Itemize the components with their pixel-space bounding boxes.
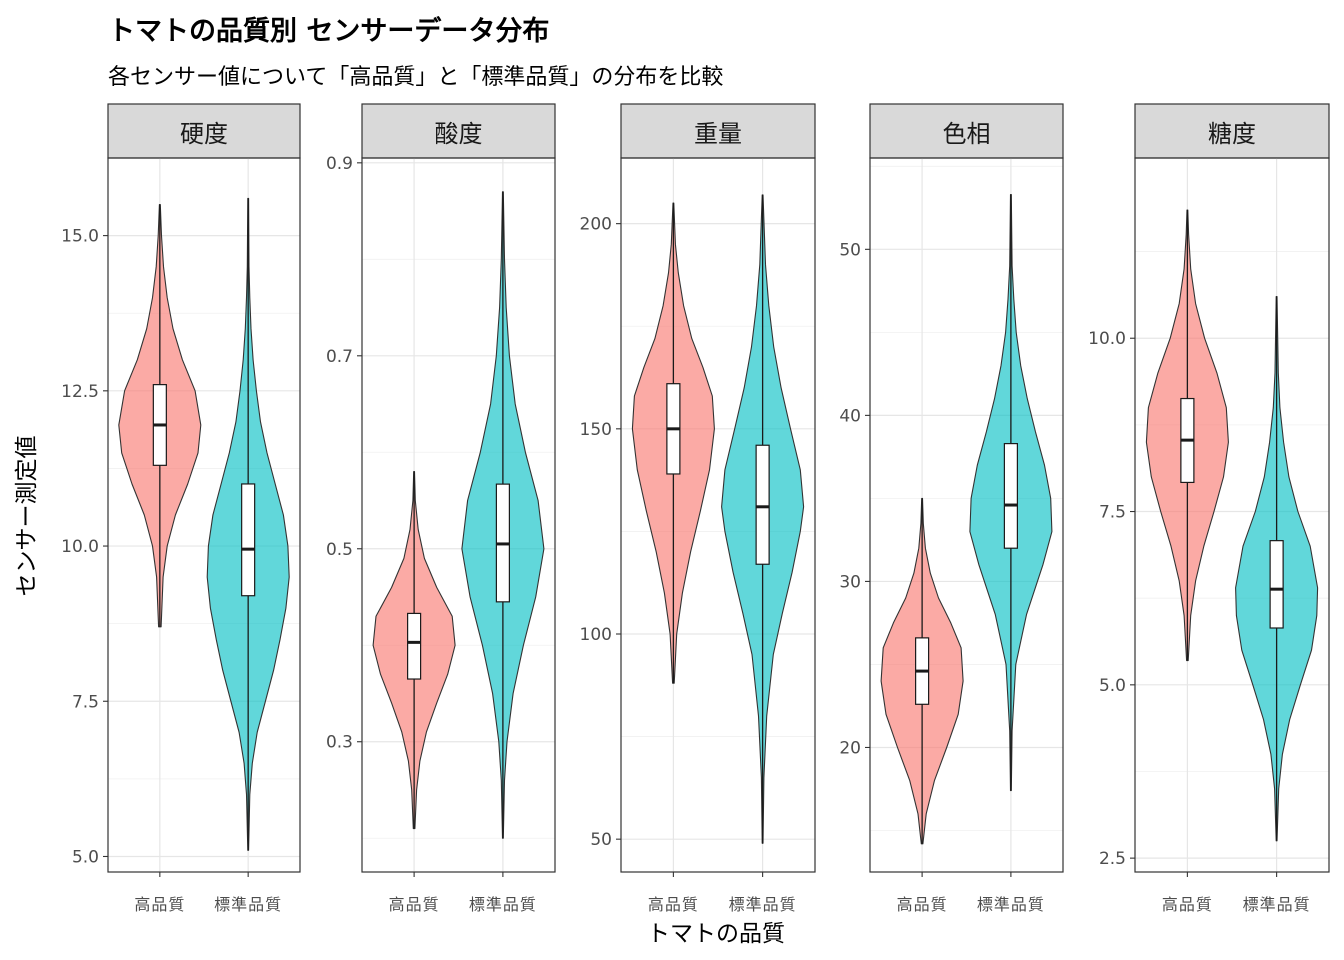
facet-strip-label: 硬度 (180, 120, 228, 148)
box-1 (1003, 443, 1018, 549)
facet-strip (107, 103, 301, 159)
y-tick-label: 10.0 (1088, 329, 1126, 349)
y-tick-label: 100 (580, 625, 612, 645)
y-tick-label: 50 (590, 830, 612, 850)
box-1 (241, 483, 256, 597)
y-tick-label: 12.5 (61, 382, 99, 402)
x-tick-label: 標準品質 (1243, 895, 1311, 914)
y-tick-label: 15.0 (61, 227, 99, 247)
y-tick-label: 20 (839, 738, 861, 758)
box-1 (1269, 540, 1284, 629)
facet-strip-label: 糖度 (1208, 120, 1256, 148)
panel-border (1134, 157, 1330, 873)
x-tick-label: 標準品質 (729, 895, 797, 914)
y-tick-label: 200 (580, 215, 612, 235)
y-axis-title: センサー測定値 (14, 436, 40, 597)
x-tick-label: 標準品質 (469, 895, 537, 914)
x-tick-label: 高品質 (389, 895, 440, 914)
facet-strip-label: 重量 (694, 120, 742, 148)
panel-border (361, 157, 556, 873)
y-tick-label: 150 (580, 420, 612, 440)
facet-panel-4: 糖度 2.5 5.0 7.5 10.0 高品質 標準品質 (1088, 103, 1330, 914)
x-axis-title: トマトの品質 (647, 921, 785, 947)
y-tick-label: 0.9 (326, 154, 353, 174)
facet-strip-label: 酸度 (435, 120, 483, 148)
chart-subtitle: 各センサー値について「高品質」と「標準品質」の分布を比較 (108, 65, 723, 90)
facet-strip (361, 103, 556, 159)
y-tick-label: 0.7 (326, 347, 353, 367)
chart-title: トマトの品質別 センサーデータ分布 (108, 15, 549, 47)
y-tick-label: 0.3 (326, 733, 353, 753)
facet-panel-2: 重量 50 100 150 200 高品質 標準品質 (580, 103, 816, 914)
facet-strip-label: 色相 (943, 120, 991, 148)
box-0 (407, 612, 422, 680)
y-tick-label: 50 (839, 240, 861, 260)
x-tick-label: 標準品質 (977, 895, 1045, 914)
box-1 (755, 444, 770, 565)
y-tick-label: 5.0 (72, 847, 99, 867)
y-tick-label: 30 (839, 572, 861, 592)
panel-border (620, 157, 816, 873)
x-tick-label: 高品質 (1162, 895, 1213, 914)
y-tick-label: 7.5 (1099, 503, 1126, 523)
y-tick-label: 40 (839, 406, 861, 426)
facet-strip (869, 103, 1064, 159)
y-tick-label: 0.5 (326, 540, 353, 560)
panel-border (869, 157, 1064, 873)
facet-panels: 硬度 5.0 7.5 10.0 12.5 15.0 高品質 標準品質 酸度 0.3 0.5 0.7 0.… (61, 103, 1330, 914)
x-tick-label: 高品質 (897, 895, 948, 914)
y-tick-label: 7.5 (72, 692, 99, 712)
y-tick-label: 10.0 (61, 537, 99, 557)
x-tick-label: 標準品質 (214, 895, 282, 914)
facet-strip (620, 103, 816, 159)
y-tick-label: 5.0 (1099, 676, 1126, 696)
panel-border (107, 157, 301, 873)
facet-panel-1: 酸度 0.3 0.5 0.7 0.9 高品質 標準品質 (326, 103, 556, 914)
facet-panel-3: 色相 20 30 40 50 高品質 標準品質 (839, 103, 1064, 914)
x-tick-label: 高品質 (648, 895, 699, 914)
x-tick-label: 高品質 (134, 895, 185, 914)
facet-panel-0: 硬度 5.0 7.5 10.0 12.5 15.0 高品質 標準品質 (61, 103, 301, 914)
y-tick-label: 2.5 (1099, 849, 1126, 869)
